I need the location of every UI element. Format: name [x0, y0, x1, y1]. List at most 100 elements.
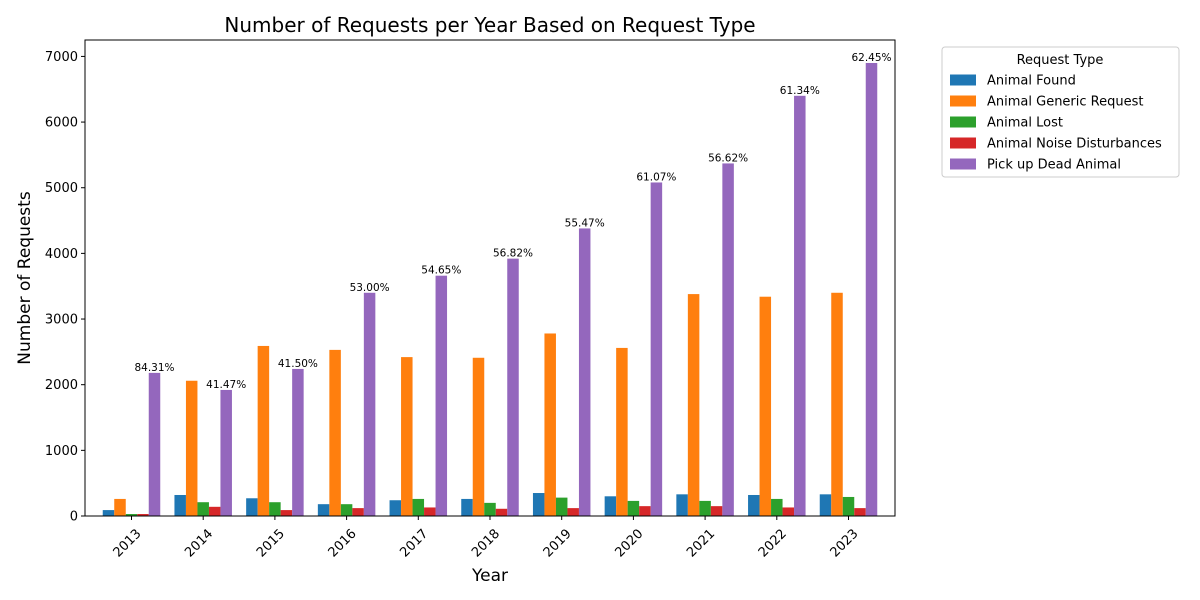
legend: Request Type Animal Found Animal Generic …	[941, 46, 1180, 178]
y-tick-label: 3000	[45, 313, 78, 328]
bar	[317, 504, 330, 516]
x-tick-label: 2015	[254, 526, 288, 560]
bar	[544, 333, 556, 516]
bar	[710, 506, 723, 516]
bar	[435, 275, 448, 516]
plot-frame	[84, 39, 896, 517]
legend-swatch	[950, 116, 976, 128]
bar	[174, 494, 186, 516]
y-tick-label: 4000	[45, 247, 78, 262]
y-tick-label: 0	[70, 510, 78, 525]
data-label: 54.65%	[421, 265, 461, 277]
y-tick-label: 2000	[45, 378, 78, 393]
bar	[185, 380, 198, 516]
chart-title: Number of Requests per Year Based on Req…	[224, 13, 755, 37]
bar	[352, 508, 364, 516]
bar	[125, 514, 138, 516]
x-tick-label: 2018	[469, 526, 503, 560]
bar	[424, 507, 436, 516]
y-axis-label: Number of Requests	[15, 191, 35, 365]
bar	[401, 357, 413, 516]
bar	[699, 500, 711, 516]
bar	[340, 504, 353, 516]
y-tick-label: 1000	[45, 444, 78, 459]
data-label: 61.34%	[780, 85, 820, 97]
bar	[687, 294, 700, 516]
bar	[208, 506, 221, 516]
bar	[280, 510, 293, 516]
legend-swatch	[950, 158, 976, 170]
bar	[578, 228, 591, 516]
bar	[412, 498, 425, 516]
bar	[484, 502, 496, 516]
bar	[865, 62, 878, 516]
x-tick-label: 2013	[111, 526, 145, 560]
y-tick-label: 7000	[45, 50, 78, 65]
bar	[854, 508, 866, 516]
bar	[771, 498, 783, 516]
x-tick-label: 2014	[182, 526, 216, 560]
bar	[507, 258, 519, 516]
bar	[102, 510, 115, 516]
bar	[532, 493, 545, 516]
series-animal-lost	[125, 496, 855, 516]
data-label: 62.45%	[851, 52, 891, 64]
bar	[246, 498, 258, 516]
bar	[363, 292, 376, 516]
legend-swatch	[950, 95, 976, 107]
x-axis-label: Year	[471, 566, 508, 586]
bar	[197, 502, 209, 516]
x-tick-label: 2017	[397, 526, 431, 560]
legend-label: Animal Found	[987, 74, 1076, 89]
annotations-layer: 84.31% 41.47% 41.50% 53.00% 54.65% 56.82% 55.4…	[134, 52, 891, 391]
bar	[650, 182, 663, 516]
bar	[329, 349, 341, 516]
bar	[842, 496, 855, 516]
data-label: 84.31%	[134, 362, 174, 374]
series-animal-noise-disturbances	[137, 506, 866, 516]
bar	[604, 496, 617, 516]
legend-swatch	[950, 74, 976, 86]
legend-items: Animal Found Animal Generic Request Animal…	[950, 74, 1162, 173]
bar	[220, 389, 232, 516]
bar	[389, 500, 402, 516]
x-tick-label: 2020	[612, 526, 646, 560]
bars-layer	[102, 62, 878, 516]
bar	[555, 497, 568, 516]
bar	[627, 500, 640, 516]
bar	[495, 508, 508, 516]
bar	[639, 506, 651, 516]
data-label: 41.47%	[206, 379, 246, 391]
bar	[794, 95, 806, 516]
x-tick-label: 2019	[541, 526, 575, 560]
bar	[269, 502, 281, 516]
bar	[137, 514, 149, 516]
bar	[819, 494, 832, 516]
bar	[257, 345, 270, 516]
legend-frame	[941, 46, 1180, 178]
x-tick-label: 2022	[756, 526, 790, 560]
bar	[748, 494, 760, 516]
legend-label: Animal Lost	[987, 116, 1063, 131]
x-tick-label: 2016	[326, 526, 360, 560]
bar	[759, 296, 772, 516]
y-tick-label: 6000	[45, 116, 78, 131]
bar	[782, 507, 795, 516]
y-tick-label: 5000	[45, 181, 78, 196]
legend-title: Request Type	[1017, 53, 1104, 68]
bar	[676, 494, 688, 516]
series-animal-found	[102, 493, 832, 516]
bar	[114, 498, 126, 516]
legend-swatch	[950, 137, 976, 149]
series-pick-up-dead-animal	[148, 62, 878, 516]
data-label: 55.47%	[565, 217, 605, 229]
bar	[722, 163, 734, 516]
data-label: 41.50%	[278, 358, 318, 370]
bar	[616, 347, 628, 516]
legend-label: Pick up Dead Animal	[987, 158, 1121, 173]
data-label: 56.82%	[493, 248, 533, 260]
data-label: 53.00%	[350, 282, 390, 294]
bar	[567, 508, 579, 516]
bar	[148, 372, 161, 516]
